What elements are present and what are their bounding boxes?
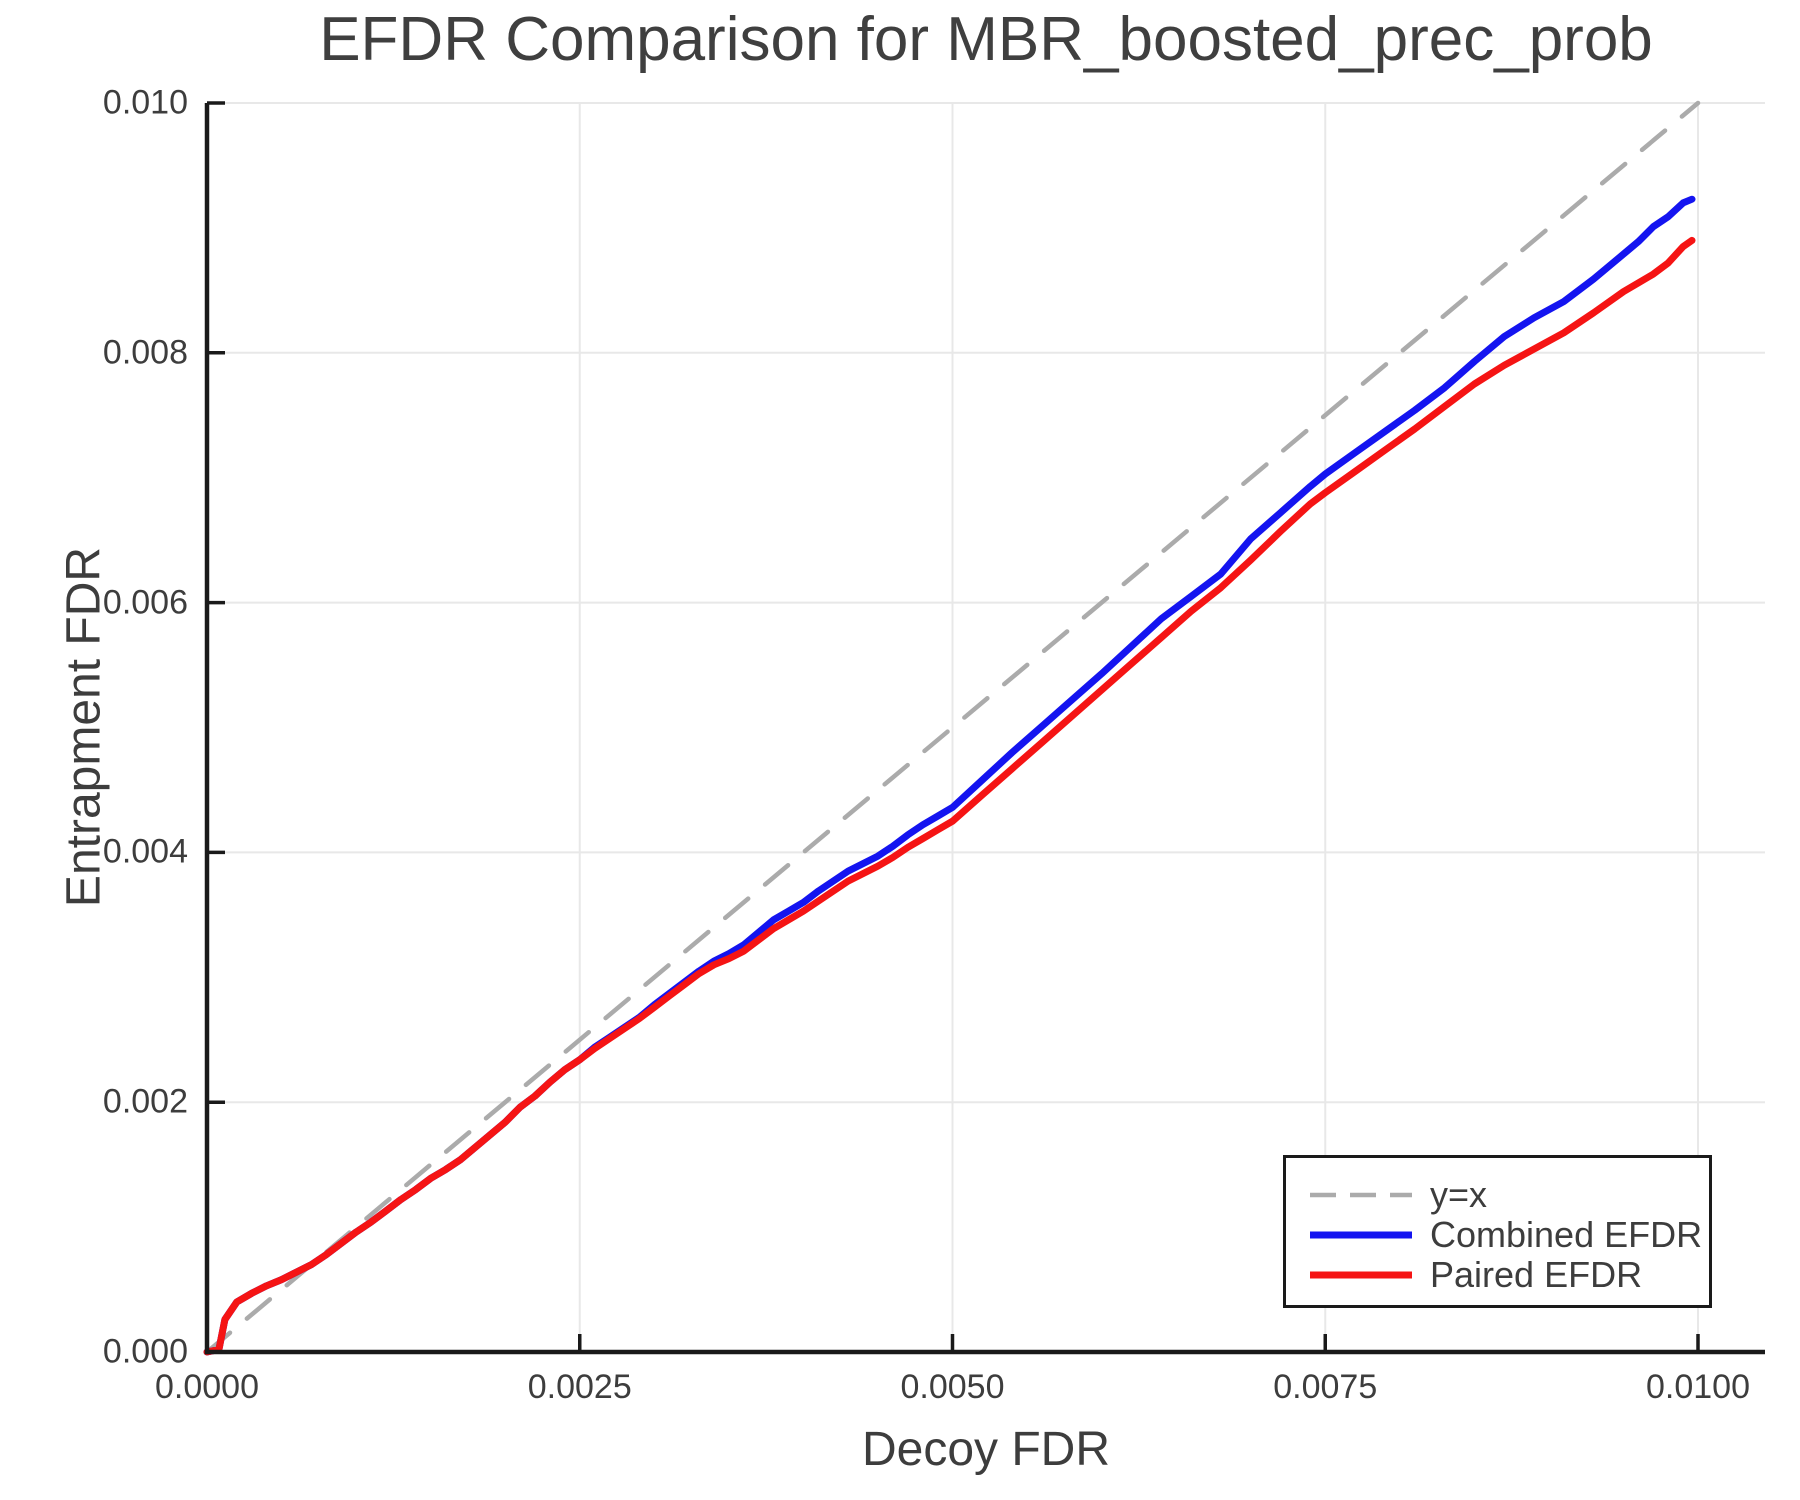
y-tick-label: 0.004 xyxy=(102,832,188,871)
chart-title: EFDR Comparison for MBR_boosted_prec_pro… xyxy=(319,5,1653,74)
series-line-2 xyxy=(203,236,1696,1356)
y-tick-label: 0.010 xyxy=(102,83,188,122)
legend-row-combined: Combined EFDR xyxy=(1308,1215,1709,1255)
legend-row-yx: y=x xyxy=(1308,1175,1709,1215)
x-tick-label: 0.0075 xyxy=(1273,1368,1378,1406)
legend: y=x Combined EFDR Paired EFDR xyxy=(1283,1155,1712,1308)
legend-label-paired: Paired EFDR xyxy=(1430,1254,1643,1295)
y-tick-label: 0.000 xyxy=(102,1332,188,1371)
x-axis-label: Decoy FDR xyxy=(861,1423,1111,1476)
y-axis-label: Entrapment FDR xyxy=(57,546,111,908)
y-tick-label: 0.006 xyxy=(102,583,188,622)
x-tick-label: 0.0025 xyxy=(527,1368,632,1406)
legend-label-yx: y=x xyxy=(1430,1174,1488,1215)
y-tick-label: 0.002 xyxy=(102,1082,188,1121)
x-tick-label: 0.0050 xyxy=(900,1368,1005,1406)
x-tick-label: 0.0000 xyxy=(155,1368,259,1406)
legend-row-paired: Paired EFDR xyxy=(1308,1255,1709,1295)
blue-line-sample-icon xyxy=(1310,1231,1412,1239)
y-tick-label: 0.008 xyxy=(102,333,188,372)
legend-label-combined: Combined EFDR xyxy=(1430,1214,1703,1255)
dashed-line-sample-icon xyxy=(1310,1192,1412,1198)
x-tick-label: 0.0100 xyxy=(1646,1368,1750,1406)
series-line-0 xyxy=(204,100,1701,1355)
red-line-sample-icon xyxy=(1310,1271,1412,1279)
